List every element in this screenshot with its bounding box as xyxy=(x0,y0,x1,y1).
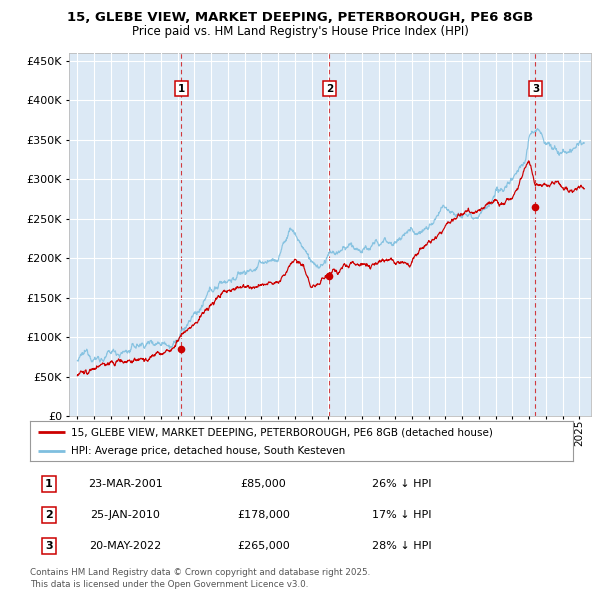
Text: 23-MAR-2001: 23-MAR-2001 xyxy=(88,478,163,489)
Text: £265,000: £265,000 xyxy=(237,541,290,551)
Text: 15, GLEBE VIEW, MARKET DEEPING, PETERBOROUGH, PE6 8GB (detached house): 15, GLEBE VIEW, MARKET DEEPING, PETERBOR… xyxy=(71,427,493,437)
Text: 2: 2 xyxy=(326,84,333,94)
Text: 15, GLEBE VIEW, MARKET DEEPING, PETERBOROUGH, PE6 8GB: 15, GLEBE VIEW, MARKET DEEPING, PETERBOR… xyxy=(67,11,533,24)
Text: Contains HM Land Registry data © Crown copyright and database right 2025.
This d: Contains HM Land Registry data © Crown c… xyxy=(30,568,370,589)
Text: 3: 3 xyxy=(532,84,539,94)
Text: HPI: Average price, detached house, South Kesteven: HPI: Average price, detached house, Sout… xyxy=(71,447,345,456)
Text: 25-JAN-2010: 25-JAN-2010 xyxy=(90,510,160,520)
Text: £85,000: £85,000 xyxy=(241,478,286,489)
Text: 20-MAY-2022: 20-MAY-2022 xyxy=(89,541,161,551)
Text: £178,000: £178,000 xyxy=(237,510,290,520)
Text: Price paid vs. HM Land Registry's House Price Index (HPI): Price paid vs. HM Land Registry's House … xyxy=(131,25,469,38)
Text: 2: 2 xyxy=(45,510,53,520)
Text: 1: 1 xyxy=(178,84,185,94)
Text: 3: 3 xyxy=(45,541,53,551)
Text: 28% ↓ HPI: 28% ↓ HPI xyxy=(372,541,432,551)
Text: 17% ↓ HPI: 17% ↓ HPI xyxy=(372,510,431,520)
Text: 1: 1 xyxy=(45,478,53,489)
Text: 26% ↓ HPI: 26% ↓ HPI xyxy=(372,478,431,489)
